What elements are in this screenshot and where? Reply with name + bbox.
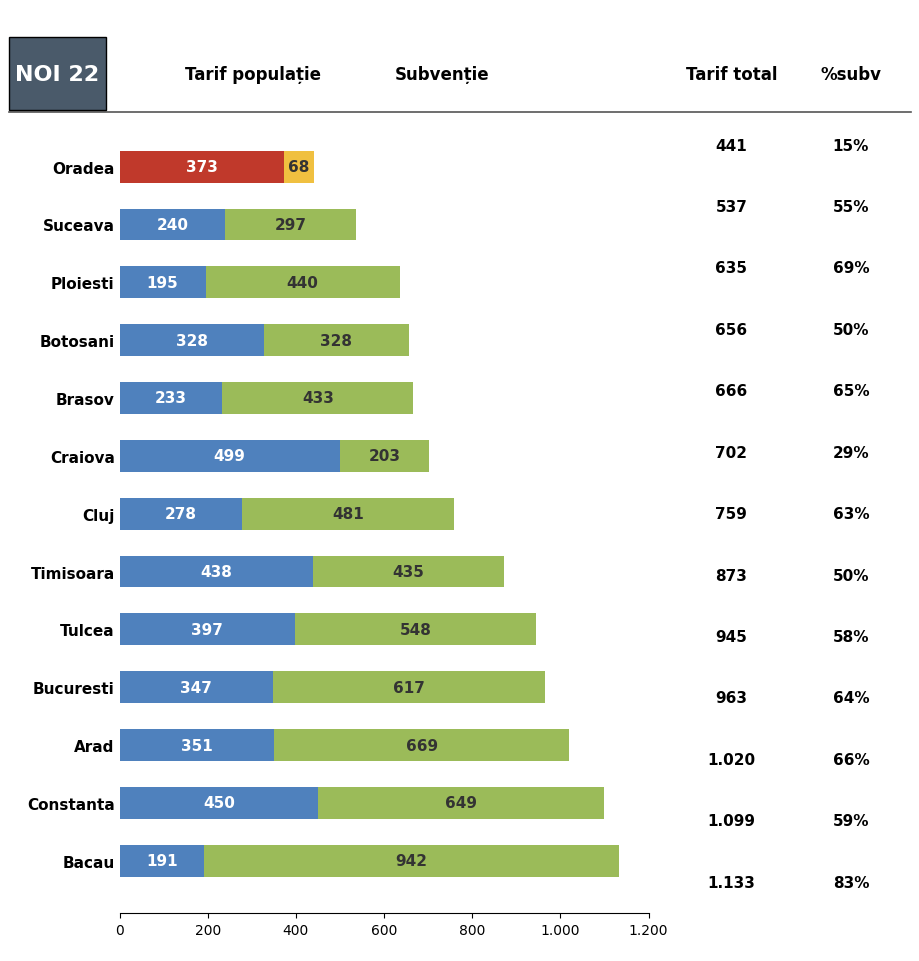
Text: 29%: 29% (832, 445, 868, 460)
Bar (119, 267, 205, 299)
Text: 66%: 66% (832, 752, 868, 767)
Text: 759: 759 (715, 506, 746, 522)
Bar (119, 440, 339, 472)
Bar (318, 787, 604, 819)
Text: 195: 195 (146, 276, 178, 290)
Text: 203: 203 (368, 449, 400, 464)
Text: 297: 297 (275, 218, 307, 233)
Bar (119, 556, 312, 588)
Text: 440: 440 (287, 276, 318, 290)
Bar (312, 556, 504, 588)
Bar (119, 672, 272, 703)
Bar (339, 440, 428, 472)
Text: 64%: 64% (832, 691, 868, 705)
Text: 548: 548 (399, 622, 431, 637)
Bar (225, 209, 356, 241)
Text: 433: 433 (301, 391, 334, 407)
Text: 438: 438 (200, 564, 232, 579)
Text: 63%: 63% (832, 506, 868, 522)
Text: %subv: %subv (820, 65, 880, 84)
Text: 1.020: 1.020 (707, 752, 754, 767)
Bar (119, 382, 222, 414)
Text: 58%: 58% (832, 629, 868, 644)
Text: 1.099: 1.099 (707, 813, 754, 828)
Text: 635: 635 (715, 261, 746, 276)
Bar (272, 672, 544, 703)
Bar (264, 325, 408, 357)
Text: 347: 347 (180, 680, 211, 695)
Text: 942: 942 (395, 853, 427, 869)
Text: 55%: 55% (832, 200, 868, 215)
Text: 351: 351 (181, 738, 212, 752)
Text: 669: 669 (405, 738, 437, 752)
Text: 481: 481 (332, 506, 364, 522)
Text: 945: 945 (715, 629, 746, 644)
Text: 328: 328 (320, 333, 352, 348)
Text: 666: 666 (714, 384, 747, 399)
Text: 397: 397 (191, 622, 222, 637)
Text: 65%: 65% (832, 384, 868, 399)
Text: 69%: 69% (832, 261, 868, 276)
Text: 450: 450 (202, 796, 234, 810)
Text: 1.133: 1.133 (707, 875, 754, 890)
Bar (284, 152, 313, 184)
Bar (119, 614, 294, 646)
Bar (119, 729, 274, 761)
Bar (222, 382, 413, 414)
Text: 83%: 83% (832, 875, 868, 890)
Text: 499: 499 (213, 449, 245, 464)
Text: 702: 702 (715, 445, 746, 460)
Text: 68: 68 (288, 160, 310, 175)
Text: Tarif total: Tarif total (685, 65, 777, 84)
Text: 233: 233 (154, 391, 187, 407)
Bar (119, 152, 284, 184)
Text: 278: 278 (165, 506, 197, 522)
Bar (205, 267, 399, 299)
Text: 328: 328 (176, 333, 208, 348)
Text: 441: 441 (715, 138, 746, 154)
Text: 191: 191 (146, 853, 177, 869)
Text: 537: 537 (715, 200, 746, 215)
Text: 617: 617 (392, 680, 424, 695)
Bar (119, 325, 264, 357)
Bar (119, 209, 225, 241)
Bar (119, 498, 242, 530)
Text: 963: 963 (715, 691, 746, 705)
Bar (204, 845, 618, 876)
Bar (119, 845, 204, 876)
Text: 649: 649 (445, 796, 477, 810)
Text: 656: 656 (715, 323, 746, 337)
Bar (119, 787, 318, 819)
Text: 50%: 50% (832, 323, 868, 337)
Bar (242, 498, 454, 530)
Text: 240: 240 (156, 218, 188, 233)
Text: 873: 873 (715, 568, 746, 583)
Bar (274, 729, 569, 761)
Text: Tarif populație: Tarif populație (185, 65, 321, 84)
Text: 50%: 50% (832, 568, 868, 583)
Text: NOI 22: NOI 22 (16, 64, 99, 85)
Text: 59%: 59% (832, 813, 868, 828)
Text: 435: 435 (392, 564, 424, 579)
Text: 15%: 15% (832, 138, 868, 154)
Bar (294, 614, 536, 646)
Text: Subvenție: Subvenție (394, 65, 488, 84)
Text: 373: 373 (186, 160, 218, 175)
